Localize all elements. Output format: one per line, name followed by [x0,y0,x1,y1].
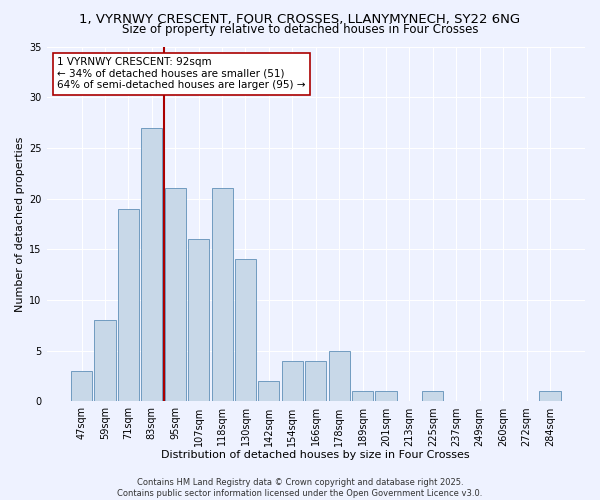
Bar [141,128,163,402]
Text: Size of property relative to detached houses in Four Crosses: Size of property relative to detached ho… [122,22,478,36]
Bar [282,361,303,402]
Bar [259,381,280,402]
Bar [329,351,350,402]
Bar [539,392,560,402]
Bar [164,188,186,402]
Bar [352,392,373,402]
Bar [118,209,139,402]
Y-axis label: Number of detached properties: Number of detached properties [15,136,25,312]
Bar [422,392,443,402]
Bar [376,392,397,402]
Text: 1 VYRNWY CRESCENT: 92sqm
← 34% of detached houses are smaller (51)
64% of semi-d: 1 VYRNWY CRESCENT: 92sqm ← 34% of detach… [57,57,306,90]
Text: Contains HM Land Registry data © Crown copyright and database right 2025.
Contai: Contains HM Land Registry data © Crown c… [118,478,482,498]
Bar [94,320,116,402]
Bar [212,188,233,402]
Bar [71,371,92,402]
Bar [235,260,256,402]
Bar [188,239,209,402]
Text: 1, VYRNWY CRESCENT, FOUR CROSSES, LLANYMYNECH, SY22 6NG: 1, VYRNWY CRESCENT, FOUR CROSSES, LLANYM… [79,12,521,26]
X-axis label: Distribution of detached houses by size in Four Crosses: Distribution of detached houses by size … [161,450,470,460]
Bar [305,361,326,402]
